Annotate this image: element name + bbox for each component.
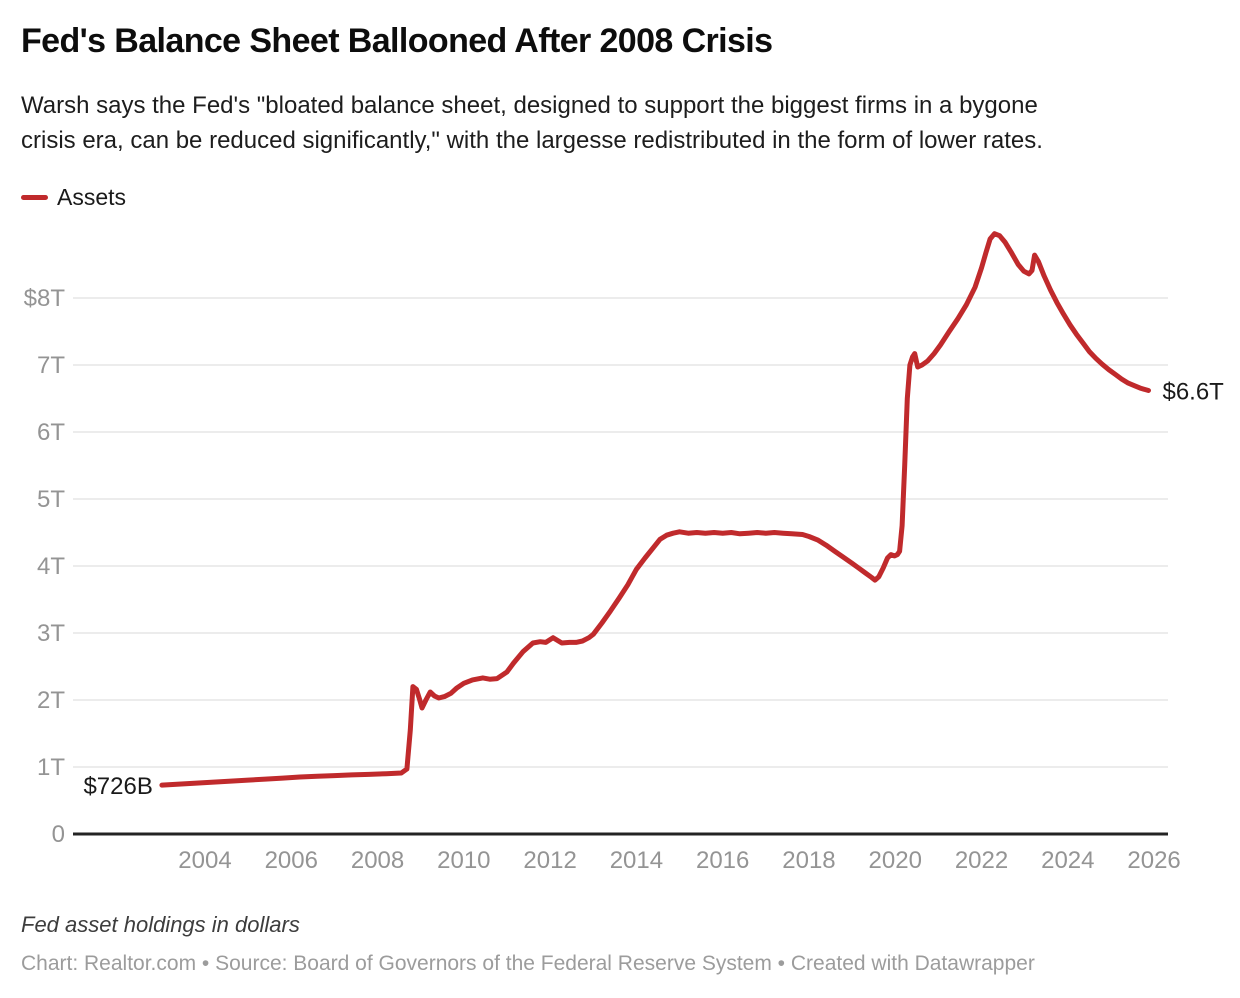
legend-line-swatch xyxy=(21,195,48,200)
y-tick-label: 2T xyxy=(37,687,65,714)
x-tick-label: 2018 xyxy=(782,847,835,874)
x-tick-label: 2010 xyxy=(437,847,490,874)
x-tick-label: 2020 xyxy=(869,847,922,874)
chart-subtitle-line-2: crisis era, can be reduced significantly… xyxy=(21,127,1043,154)
y-tick-label: $8T xyxy=(24,285,66,312)
chart-area: $8T 7T 6T 5T 4T 3T 2T 1T 0 2004 2006 2008 2010 2012 20… xyxy=(0,220,1240,900)
x-tick-label: 2022 xyxy=(955,847,1008,874)
y-tick-label: 4T xyxy=(37,553,65,580)
x-tick-label: 2006 xyxy=(265,847,318,874)
x-tick-label: 2012 xyxy=(523,847,576,874)
chart-subtitle-line-1: Warsh says the Fed's "bloated balance sh… xyxy=(21,92,1038,119)
y-tick-label: 5T xyxy=(37,486,65,513)
chart-note: Fed asset holdings in dollars xyxy=(21,912,300,937)
x-tick-label: 2014 xyxy=(610,847,663,874)
x-tick-label: 2024 xyxy=(1041,847,1094,874)
legend: Assets xyxy=(21,184,126,211)
x-tick-label: 2026 xyxy=(1127,847,1180,874)
y-tick-label: 1T xyxy=(37,754,65,781)
y-tick-label: 3T xyxy=(37,620,65,647)
assets-line-chart: $8T 7T 6T 5T 4T 3T 2T 1T 0 2004 2006 2008 2010 2012 20… xyxy=(24,231,1224,874)
legend-label: Assets xyxy=(57,184,127,210)
y-tick-label: 0 xyxy=(52,821,65,848)
chart-subtitle: Warsh says the Fed's "bloated balance sh… xyxy=(21,88,1231,158)
end-value-label: $6.6T xyxy=(1162,378,1224,405)
y-tick-label: 7T xyxy=(37,352,65,379)
x-tick-label: 2004 xyxy=(178,847,231,874)
chart-title: Fed's Balance Sheet Ballooned After 2008… xyxy=(21,22,773,60)
x-tick-label: 2016 xyxy=(696,847,749,874)
chart-credit: Chart: Realtor.com • Source: Board of Go… xyxy=(21,952,1035,975)
assets-line xyxy=(159,231,1151,788)
x-tick-label: 2008 xyxy=(351,847,404,874)
start-value-label: $726B xyxy=(83,773,152,800)
y-tick-label: 6T xyxy=(37,419,65,446)
